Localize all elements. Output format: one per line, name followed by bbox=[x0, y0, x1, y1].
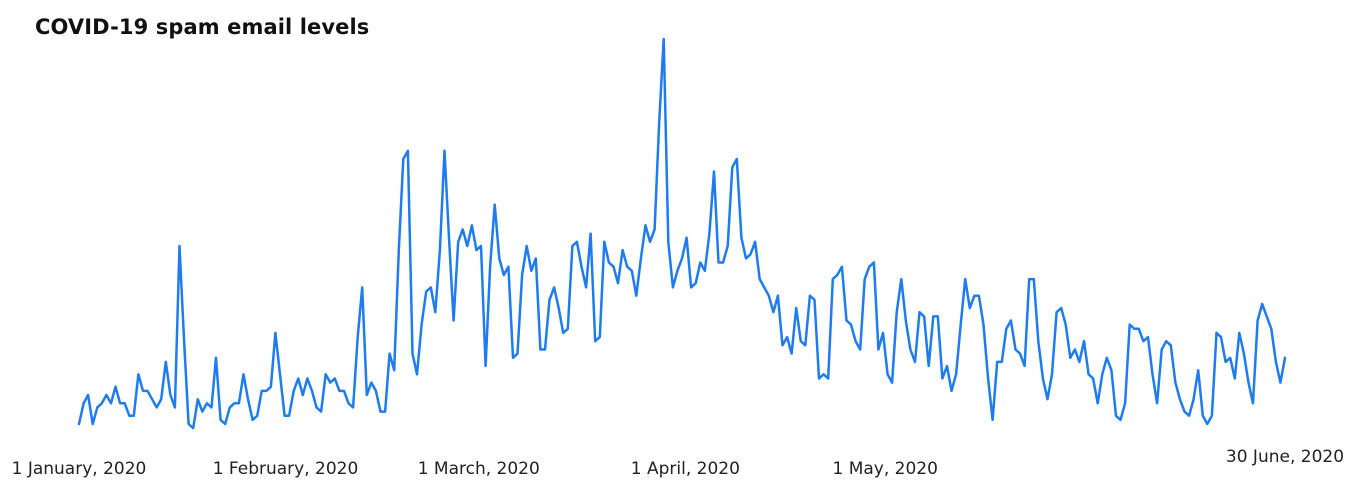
x-tick-label: 30 June, 2020 bbox=[1226, 447, 1344, 467]
chart-title: COVID-19 spam email levels bbox=[35, 15, 370, 39]
x-tick-label: 1 March, 2020 bbox=[418, 459, 540, 479]
x-tick-label: 1 February, 2020 bbox=[213, 459, 359, 479]
x-axis-tick-labels: 1 January, 2020 1 February, 2020 1 March, … bbox=[12, 447, 1344, 479]
x-tick-label: 1 January, 2020 bbox=[12, 459, 147, 479]
x-tick-label: 1 April, 2020 bbox=[631, 459, 740, 479]
x-tick-label: 1 May, 2020 bbox=[833, 459, 938, 479]
series-layer bbox=[77, 37, 1287, 430]
series-line-0 bbox=[77, 37, 1287, 430]
